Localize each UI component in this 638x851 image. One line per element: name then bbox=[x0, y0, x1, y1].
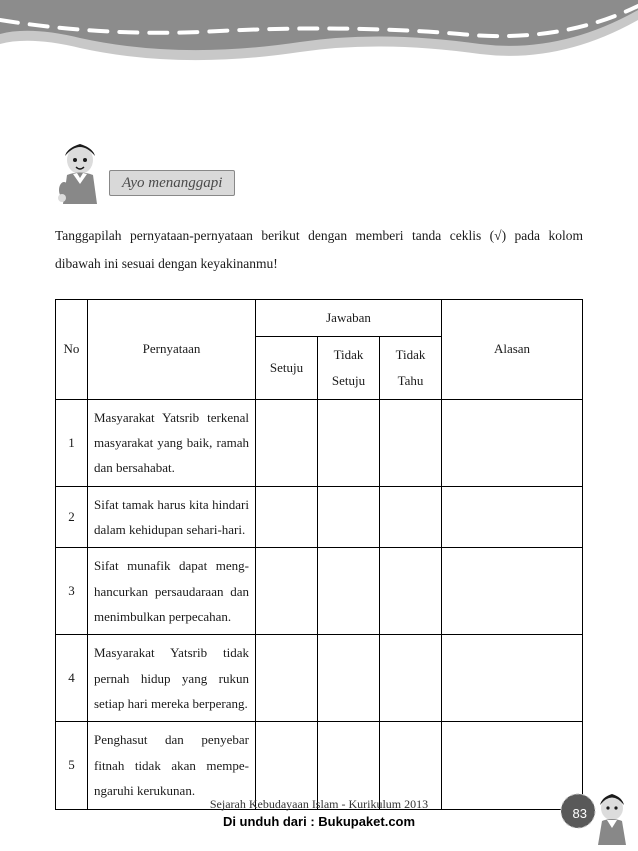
header-statement: Pernyataan bbox=[88, 299, 256, 399]
table-row: 4Masyarakat Yatsrib tidak pernah hidup y… bbox=[56, 635, 583, 722]
footer-subject: Sejarah Kebudayaan Islam - Kurikulum 201… bbox=[0, 797, 638, 812]
table-row: 1Masyarakat Yatsrib terke­nal masyarakat… bbox=[56, 399, 583, 486]
cell-answer[interactable] bbox=[256, 635, 318, 722]
cell-statement: Masyarakat Yatsrib terke­nal masyarakat … bbox=[88, 399, 256, 486]
page-number: 83 bbox=[573, 806, 587, 821]
corner-character-icon bbox=[588, 791, 632, 845]
footer-download: Di unduh dari : Bukupaket.com bbox=[0, 814, 638, 829]
page-content: Ayo menanggapi Tanggapilah pernyataan-pe… bbox=[55, 140, 583, 810]
worksheet-table: No Pernyataan Jawaban Alasan Setuju Tida… bbox=[55, 299, 583, 810]
cell-answer[interactable] bbox=[380, 399, 442, 486]
table-row: 3Sifat munafik dapat meng­hancurkan pers… bbox=[56, 548, 583, 635]
cell-answer[interactable] bbox=[318, 548, 380, 635]
page-footer: Sejarah Kebudayaan Islam - Kurikulum 201… bbox=[0, 797, 638, 829]
cell-answer[interactable] bbox=[318, 635, 380, 722]
section-header: Ayo menanggapi bbox=[55, 140, 583, 204]
cell-no: 4 bbox=[56, 635, 88, 722]
header-ans-setuju: Setuju bbox=[256, 336, 318, 399]
table-row: 2Sifat tamak harus kita hindari dalam ke… bbox=[56, 486, 583, 548]
cell-statement: Sifat munafik dapat meng­hancurkan persa… bbox=[88, 548, 256, 635]
cell-no: 3 bbox=[56, 548, 88, 635]
header-ans-tidak-setuju: Tidak Setuju bbox=[318, 336, 380, 399]
header-ans-tidak-tahu: Tidak Tahu bbox=[380, 336, 442, 399]
table-body: 1Masyarakat Yatsrib terke­nal masyarakat… bbox=[56, 399, 583, 809]
cell-statement: Penghasut dan penyebar fitnah tidak akan… bbox=[88, 722, 256, 809]
header-no: No bbox=[56, 299, 88, 399]
cell-reason[interactable] bbox=[442, 548, 583, 635]
cell-answer[interactable] bbox=[256, 722, 318, 809]
section-title: Ayo menanggapi bbox=[122, 175, 222, 191]
cell-answer[interactable] bbox=[380, 722, 442, 809]
cell-no: 2 bbox=[56, 486, 88, 548]
header-answers-group: Jawaban bbox=[256, 299, 442, 336]
cell-statement: Sifat tamak harus kita hindari dalam keh… bbox=[88, 486, 256, 548]
cell-reason[interactable] bbox=[442, 399, 583, 486]
cell-answer[interactable] bbox=[380, 635, 442, 722]
cell-no: 1 bbox=[56, 399, 88, 486]
cell-answer[interactable] bbox=[256, 486, 318, 548]
cell-answer[interactable] bbox=[318, 722, 380, 809]
table-row: 5Penghasut dan penyebar fitnah tidak aka… bbox=[56, 722, 583, 809]
top-wave-decoration bbox=[0, 0, 638, 90]
cell-no: 5 bbox=[56, 722, 88, 809]
header-reason: Alasan bbox=[442, 299, 583, 399]
cell-statement: Masyarakat Yatsrib tidak pernah hidup ya… bbox=[88, 635, 256, 722]
cell-answer[interactable] bbox=[380, 548, 442, 635]
table-header: No Pernyataan Jawaban Alasan Setuju Tida… bbox=[56, 299, 583, 399]
cell-answer[interactable] bbox=[256, 548, 318, 635]
instruction-text: Tanggapilah pernyataan-pernyataan beriku… bbox=[55, 222, 583, 279]
cell-answer[interactable] bbox=[318, 399, 380, 486]
section-title-box: Ayo menanggapi bbox=[109, 170, 235, 196]
cell-reason[interactable] bbox=[442, 486, 583, 548]
boy-character-icon bbox=[55, 140, 105, 204]
cell-reason[interactable] bbox=[442, 635, 583, 722]
cell-answer[interactable] bbox=[380, 486, 442, 548]
cell-answer[interactable] bbox=[318, 486, 380, 548]
cell-answer[interactable] bbox=[256, 399, 318, 486]
